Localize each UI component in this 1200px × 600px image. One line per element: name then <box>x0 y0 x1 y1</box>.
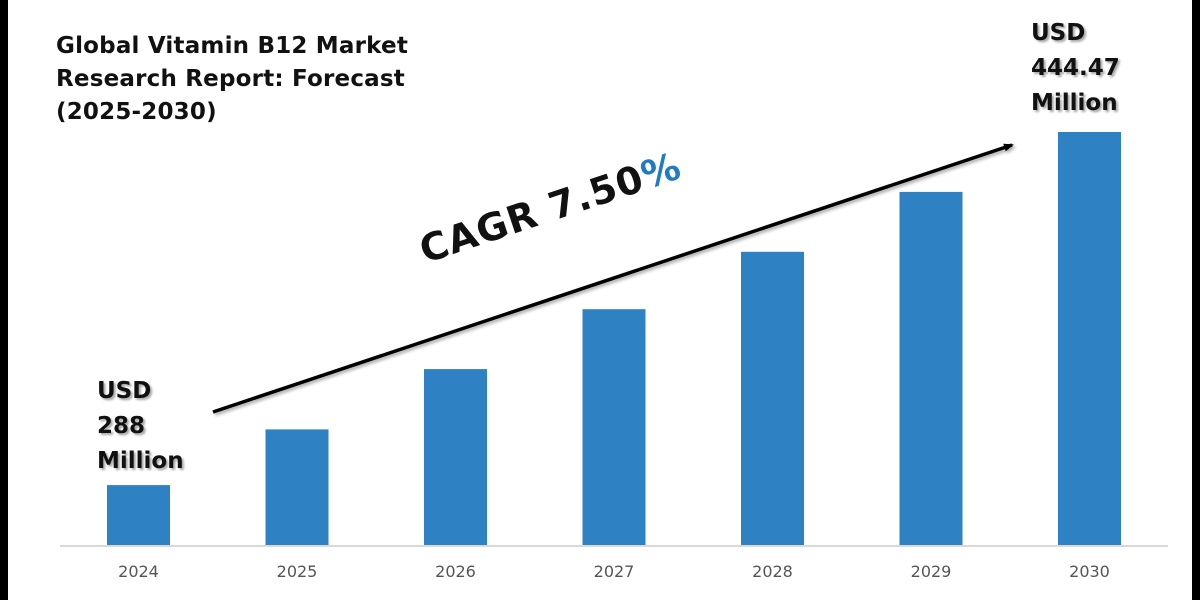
bar-2027 <box>582 309 646 545</box>
chart-title: Global Vitamin B12 Market Research Repor… <box>56 30 456 129</box>
bar-2025 <box>265 429 329 545</box>
bar-2026 <box>424 369 487 545</box>
x-tick-label-2028: 2028 <box>752 562 793 581</box>
bar-2029 <box>899 191 963 545</box>
x-tick-label-2025: 2025 <box>277 562 318 581</box>
left-border <box>0 0 8 600</box>
x-tick-label-2029: 2029 <box>911 562 952 581</box>
x-tick-label-2024: 2024 <box>118 562 159 581</box>
end-value-label: USD 444.47 Million <box>1031 16 1120 121</box>
x-tick-label-2026: 2026 <box>435 562 476 581</box>
x-tick-label-2027: 2027 <box>594 562 635 581</box>
start-value-label: USD 288 Million <box>97 374 184 479</box>
end-label-value: 444.47 <box>1031 55 1120 81</box>
title-line-2: Research Report: Forecast <box>56 66 405 92</box>
bar-2028 <box>741 251 804 546</box>
title-line-3: (2025-2030) <box>56 99 217 125</box>
start-label-unit: Million <box>97 448 184 474</box>
end-label-currency: USD <box>1031 20 1086 46</box>
trend-arrow <box>212 143 1014 414</box>
end-label-unit: Million <box>1031 90 1118 116</box>
right-border <box>1192 0 1200 600</box>
x-axis-ticks: 2024 2025 2026 2027 2028 2029 2030 <box>118 562 1110 581</box>
bar-2030 <box>1058 132 1121 545</box>
title-line-1: Global Vitamin B12 Market <box>56 33 409 59</box>
start-label-value: 288 <box>97 413 146 439</box>
bar-2024 <box>107 485 170 545</box>
bars-group <box>107 132 1121 546</box>
start-label-currency: USD <box>97 378 152 404</box>
x-tick-label-2030: 2030 <box>1069 562 1110 581</box>
